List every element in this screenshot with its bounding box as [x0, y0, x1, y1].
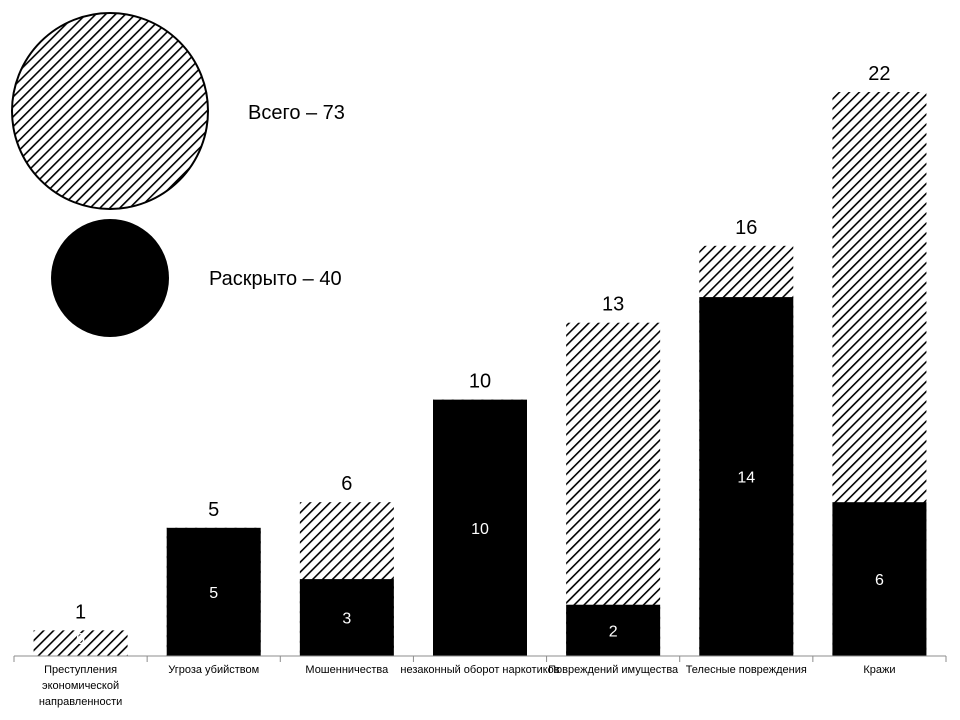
bars	[33, 92, 927, 656]
legend-solved-swatch	[51, 219, 169, 337]
bar-solved	[832, 502, 927, 656]
label-total-value: 1	[75, 601, 86, 623]
category-labels: Преступления экономической направленности У…	[39, 664, 896, 708]
category-label: Кражи	[863, 664, 895, 676]
legend-solved-label: Раскрыто – 40	[209, 268, 342, 290]
category-label: Повреждений имущества	[548, 664, 679, 676]
bar-solved	[166, 527, 261, 656]
label-total-value: 13	[602, 294, 624, 316]
bar-solved	[566, 604, 661, 656]
label-total-value: 22	[868, 63, 890, 85]
bar-total	[566, 322, 661, 656]
label-solved-value: 0	[76, 631, 85, 648]
legend-total-label: Всего – 73	[248, 102, 345, 124]
label-solved-value: 6	[875, 572, 884, 589]
category-label: Угроза убийством	[168, 664, 259, 676]
bar-total	[33, 630, 128, 656]
label-solved-value: 10	[471, 521, 489, 538]
label-solved-value: 2	[609, 623, 618, 640]
label-total-value: 6	[341, 473, 352, 495]
label-total-value: 5	[208, 499, 219, 521]
label-total-value: 10	[469, 371, 491, 393]
legend: Всего – 73 Раскрыто – 40	[11, 12, 345, 337]
category-label: Телесные повреждения	[686, 664, 807, 676]
bar-solved	[433, 399, 527, 656]
bar-solved	[699, 297, 794, 656]
category-label: незаконный оборот наркотиков	[400, 664, 559, 676]
bar-solved	[299, 579, 394, 656]
label-solved-value: 5	[209, 585, 218, 602]
label-solved-value: 14	[737, 470, 755, 487]
x-axis-ticks	[13, 656, 947, 662]
category-label: Мошенничества	[305, 664, 389, 676]
label-solved-value: 3	[342, 611, 351, 628]
label-total-value: 16	[735, 217, 757, 239]
category-label: Преступления экономической направленности	[39, 664, 122, 708]
legend-total-swatch	[11, 12, 209, 210]
